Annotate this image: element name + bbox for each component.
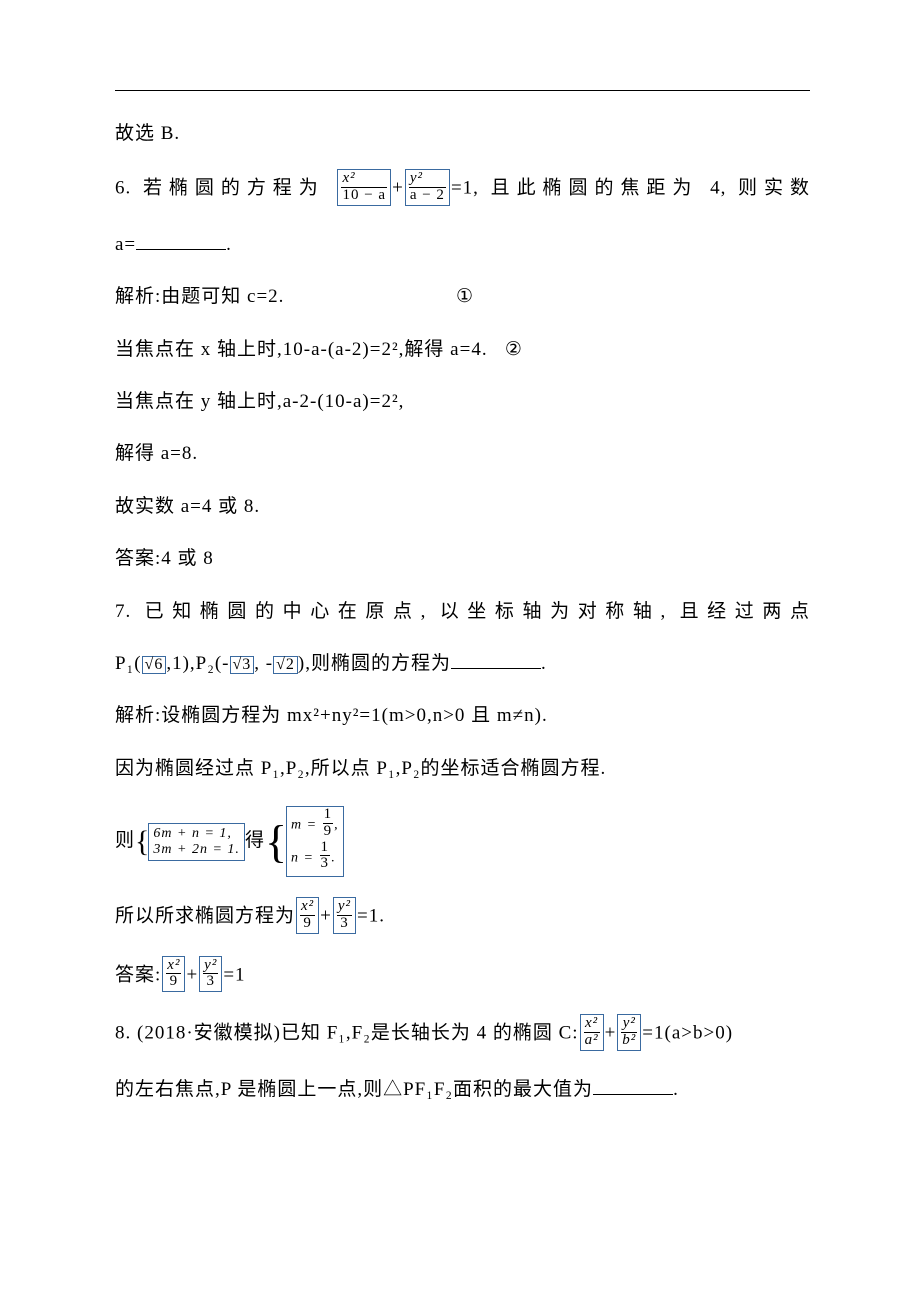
sqrt-box: √3 (230, 656, 255, 674)
text: 则 (115, 830, 135, 851)
text-line: 故实数 a=4 或 8. (115, 492, 810, 522)
frac-num: y² (203, 958, 218, 975)
frac-num: y² (337, 899, 352, 916)
text: . (673, 1079, 679, 1100)
frac-num: x² (300, 899, 315, 916)
text: + (320, 906, 332, 927)
text: 6. 若椭圆的方程为 (115, 178, 325, 199)
circle-number: ② (505, 339, 523, 360)
text: . (331, 850, 336, 865)
frac-num: y² (409, 171, 446, 188)
frac-den: 3 (203, 974, 218, 990)
frac-den: 9 (323, 824, 334, 840)
sqrt-box: √2 (273, 656, 298, 674)
text: 解析:由题可知 c=2. (115, 286, 284, 307)
frac-den: 3 (320, 856, 331, 872)
frac-den: 10 − a (341, 188, 387, 204)
text-line: 当焦点在 x 轴上时,10-a-(a-2)=2²,解得 a=4. ② (115, 335, 810, 365)
frac-num: 1 (323, 807, 334, 824)
text-line: a=. (115, 230, 810, 260)
text: , - (254, 653, 273, 674)
fraction-box: x² 10 − a (337, 169, 391, 206)
text: 8. (2018·安徽模拟)已知 F₁,F₂是长轴长为 4 的椭圆 C: (115, 1023, 579, 1044)
eq-row: 6m + n = 1, (153, 826, 240, 842)
sqrt-box: √6 (142, 656, 167, 674)
blank-underline (593, 1075, 673, 1095)
text-line: 则{ 6m + n = 1, 3m + 2n = 1. 得{ m = 1 9 ,… (115, 806, 810, 877)
text: . (226, 234, 232, 255)
text: ,1),P₂(- (166, 653, 229, 674)
text-line: 故选 B. (115, 119, 810, 149)
text-line: P₁(√6,1),P₂(-√3, -√2),则椭圆的方程为. (115, 649, 810, 679)
fraction-box: y² 3 (199, 956, 222, 993)
text: 当焦点在 x 轴上时,10-a-(a-2)=2²,解得 a=4. (115, 339, 488, 360)
text-line: 8. (2018·安徽模拟)已知 F₁,F₂是长轴长为 4 的椭圆 C: x² … (115, 1016, 810, 1053)
eq-row: n = 1 3 . (291, 842, 339, 875)
text: =1 (223, 964, 245, 985)
frac-num: x² (166, 958, 181, 975)
sqrt: √3 (233, 656, 252, 673)
top-rule (115, 90, 810, 91)
text-line: 答案:4 或 8 (115, 544, 810, 574)
text: =1. (357, 906, 385, 927)
fraction-box: x² 9 (296, 897, 319, 934)
blank-underline (136, 230, 226, 250)
fraction-box: y² a − 2 (405, 169, 450, 206)
text: =1(a>b>0) (642, 1023, 733, 1044)
text: + (392, 178, 404, 199)
text-line: 当焦点在 y 轴上时,a-2-(10-a)=2², (115, 387, 810, 417)
brace-icon: { (265, 821, 288, 862)
frac-den: b² (621, 1033, 637, 1049)
fraction-box: x² 9 (162, 956, 185, 993)
text: + (186, 964, 198, 985)
fraction: 1 3 (320, 840, 331, 873)
text: P₁( (115, 653, 142, 674)
text-line: 答案: x² 9 + y² 3 =1 (115, 958, 810, 995)
frac-den: 9 (166, 974, 181, 990)
fraction-box: y² 3 (333, 897, 356, 934)
text: m = (291, 818, 317, 833)
frac-den: 9 (300, 916, 315, 932)
text: 得 (245, 830, 265, 851)
text: 答案: (115, 964, 161, 985)
fraction: 1 9 (323, 807, 334, 840)
fraction-box: y² b² (617, 1014, 641, 1051)
sqrt: √2 (276, 656, 295, 673)
text: ),则椭圆的方程为 (298, 653, 451, 674)
frac-num: 1 (320, 840, 331, 857)
text-line: 6. 若椭圆的方程为 x² 10 − a + y² a − 2 =1, 且此椭圆… (115, 171, 810, 208)
frac-num: x² (584, 1016, 600, 1033)
sqrt: √6 (145, 656, 164, 673)
text: 的左右焦点,P 是椭圆上一点,则△PF₁F₂面积的最大值为 (115, 1079, 593, 1100)
frac-num: y² (621, 1016, 637, 1033)
eq-row: 3m + 2n = 1. (153, 842, 240, 858)
text-line: 的左右焦点,P 是椭圆上一点,则△PF₁F₂面积的最大值为. (115, 1075, 810, 1105)
document-page: 故选 B. 6. 若椭圆的方程为 x² 10 − a + y² a − 2 =1… (0, 0, 920, 1302)
system-box: m = 1 9 , n = 1 3 . (286, 806, 344, 877)
text: =1, 且此椭圆的焦距为 4, 则实数 (451, 178, 810, 199)
frac-den: a² (584, 1033, 600, 1049)
text-line: 因为椭圆经过点 P₁,P₂,所以点 P₁,P₂的坐标适合椭圆方程. (115, 754, 810, 784)
circle-number: ① (456, 286, 474, 307)
frac-den: a − 2 (409, 188, 446, 204)
text-line: 所以所求椭圆方程为 x² 9 + y² 3 =1. (115, 899, 810, 936)
frac-num: x² (341, 171, 387, 188)
text-line: 解析:设椭圆方程为 mx²+ny²=1(m>0,n>0 且 m≠n). (115, 701, 810, 731)
text-line: 解得 a=8. (115, 439, 810, 469)
text-line: 解析:由题可知 c=2. ① (115, 282, 810, 312)
frac-den: 3 (337, 916, 352, 932)
text: n = (291, 850, 314, 865)
text: . (541, 653, 547, 674)
system-box: 6m + n = 1, 3m + 2n = 1. (148, 823, 245, 861)
text-line: 7. 已知椭圆的中心在原点, 以坐标轴为对称轴, 且经过两点 (115, 597, 810, 627)
eq-row: m = 1 9 , (291, 809, 339, 842)
text: , (334, 818, 339, 833)
fraction-box: x² a² (580, 1014, 604, 1051)
blank-underline (451, 649, 541, 669)
text: + (605, 1023, 617, 1044)
text: a= (115, 234, 136, 255)
text: 所以所求椭圆方程为 (115, 906, 295, 927)
